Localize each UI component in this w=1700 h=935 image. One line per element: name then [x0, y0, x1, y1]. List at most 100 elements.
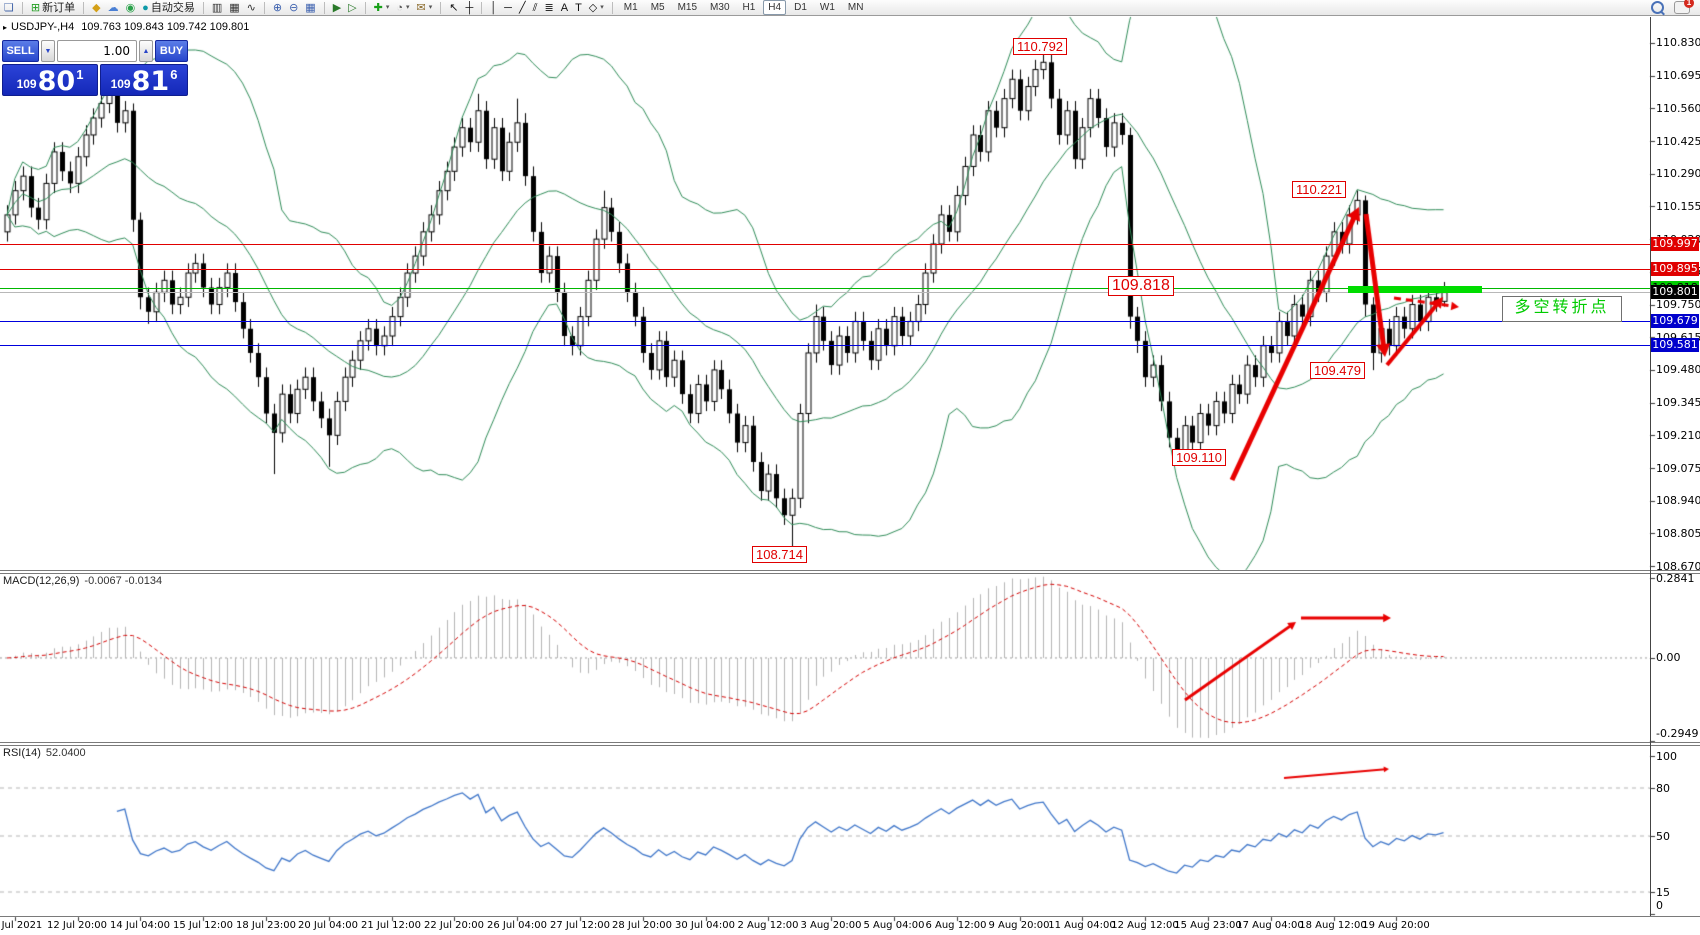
vertical-line-tool-icon: │ [490, 1, 498, 14]
turning-point-level-bar[interactable] [1348, 286, 1482, 293]
market-watch-icon: ☁ [107, 1, 119, 14]
new-order-button[interactable]: ⊞ 新订单 [29, 1, 77, 15]
timeframe-mn[interactable]: MN [847, 2, 864, 13]
horizontal-level-line-109.895[interactable] [0, 269, 1650, 270]
window-icon[interactable]: ❏ [2, 1, 16, 15]
shapes-tool-icon[interactable]: ◇ ▾ [587, 1, 606, 15]
timeframe-m1[interactable]: M1 [623, 2, 638, 13]
timeframe-w1[interactable]: W1 [819, 2, 835, 13]
auto-scroll-icon[interactable]: ▶ [331, 1, 343, 15]
notification-badge: 1 [1684, 0, 1694, 8]
price-callout-108.714[interactable]: 108.714 [752, 546, 807, 563]
shapes-tool-icon-dropdown[interactable]: ▾ [600, 3, 604, 11]
timeframe-m15[interactable]: M15 [677, 2, 698, 13]
cursor-icon[interactable]: ↖ [447, 1, 460, 15]
label-tool-icon[interactable]: T [573, 1, 584, 15]
timeframe-m30[interactable]: M30 [710, 2, 730, 13]
text-tool-icon[interactable]: A [559, 1, 570, 15]
tile-windows-icon[interactable]: ▦ [303, 1, 317, 15]
time-axis-label: 5 Aug 04:00 [863, 920, 925, 931]
candle-chart-icon[interactable]: ▦ [227, 1, 241, 15]
auto-scroll-icon: ▶ [332, 1, 342, 14]
time-axis-label: 12 Aug 12:00 [1111, 920, 1179, 931]
macd-panel-separator[interactable] [0, 570, 1700, 574]
profiles-icon[interactable]: ◆ [90, 1, 102, 15]
timeframe-m5[interactable]: M5 [650, 2, 665, 13]
volume-decrease-button[interactable]: ▼ [41, 40, 55, 62]
rsi-panel-separator[interactable] [0, 742, 1700, 746]
periods-icon-dropdown[interactable]: ▾ [406, 3, 410, 11]
crosshair-icon[interactable]: ┼ [464, 1, 476, 15]
price-axis-tick: 110.425 [1656, 135, 1700, 148]
templates-icon-dropdown[interactable]: ▾ [428, 3, 433, 11]
price-callout-109.479[interactable]: 109.479 [1310, 362, 1365, 379]
price-tag-109.997: 109.997 [1651, 237, 1699, 251]
price-axis-border [1650, 17, 1651, 916]
time-axis-label: 2 Aug 12:00 [737, 920, 799, 931]
time-axis-label: 6 Aug 12:00 [925, 920, 987, 931]
time-axis-label: 12 Jul 2021 [0, 920, 43, 931]
search-icon[interactable] [1651, 1, 1664, 14]
trendline-tool-icon[interactable]: ╱ [517, 1, 528, 15]
main-toolbar: ❏ ⊞ 新订单 ◆ ☁ ◉ ● 自动交易 ▥ ▦ ∿ ⊕ ⊖ ▦ ▶ ▷ ✚ ▾ ◔ ▾ ✉ ▾ ↖ ┼ │ ─ ╱ ⫽ ≣ A T ◇ ▾ M1… [0, 0, 1700, 16]
horizontal-level-line-109.997[interactable] [0, 244, 1650, 245]
price-tag-109.679: 109.679 [1651, 314, 1699, 328]
price-axis-tick: 109.480 [1656, 363, 1700, 376]
turning-point-annotation[interactable]: 多空转折点 [1502, 296, 1622, 322]
timeframe-h4[interactable]: H4 [763, 0, 787, 15]
price-callout-109.818[interactable]: 109.818 [1108, 276, 1174, 296]
chart-symbol-period: USDJPY-,H4 [11, 21, 75, 33]
indicators-icon: ✚ [373, 1, 383, 14]
indicators-icon[interactable]: ✚ ▾ [372, 1, 392, 15]
sell-button[interactable]: SELL [2, 40, 39, 62]
price-axis-tick: 109.345 [1656, 396, 1700, 409]
indicators-icon-dropdown[interactable]: ▾ [385, 3, 390, 11]
horizontal-level-line-109.581[interactable] [0, 345, 1650, 346]
periods-icon[interactable]: ◔ ▾ [394, 1, 411, 15]
timeframe-d1[interactable]: D1 [794, 2, 807, 13]
price-axis-tick: 110.560 [1656, 102, 1700, 115]
time-axis-label: 28 Jul 20:00 [612, 920, 672, 931]
cursor-icon: ↖ [449, 1, 459, 14]
bar-chart-icon[interactable]: ▥ [210, 1, 224, 15]
fibonacci-tool-icon[interactable]: ≣ [543, 1, 556, 15]
channel-tool-icon[interactable]: ⫽ [531, 1, 540, 15]
volume-input[interactable] [57, 40, 137, 62]
chart-shift-icon[interactable]: ▷ [346, 1, 358, 15]
line-chart-icon[interactable]: ∿ [245, 1, 258, 15]
horizontal-line-tool-icon[interactable]: ─ [502, 1, 514, 15]
signals-icon: ◉ [125, 1, 136, 14]
signals-icon[interactable]: ◉ [124, 1, 138, 15]
price-callout-110.792[interactable]: 110.792 [1013, 38, 1068, 55]
buy-price-point: 6 [170, 67, 178, 82]
zoom-in-icon: ⊕ [272, 1, 283, 14]
price-callout-110.221[interactable]: 110.221 [1292, 181, 1347, 198]
chart-expand-icon[interactable]: ▸ [3, 23, 8, 32]
rsi-axis-tick: 50 [1656, 830, 1670, 843]
autotrade-button[interactable]: ● 自动交易 [140, 1, 197, 15]
vertical-line-tool-icon[interactable]: │ [488, 1, 499, 15]
market-watch-icon[interactable]: ☁ [106, 1, 121, 15]
macd-axis-tick: -0.2949 [1656, 727, 1699, 740]
volume-increase-button[interactable]: ▲ [139, 40, 153, 62]
templates-icon[interactable]: ✉ ▾ [415, 1, 435, 15]
buy-price-display[interactable]: 109 81 6 [100, 64, 188, 96]
price-tag-109.895: 109.895 [1651, 262, 1699, 276]
buy-button[interactable]: BUY [155, 40, 188, 62]
timeframe-h1[interactable]: H1 [742, 2, 756, 13]
horizontal-level-line-109.679[interactable] [0, 321, 1650, 322]
notifications-icon[interactable]: 1 [1674, 0, 1694, 14]
price-tag-109.581: 109.581 [1651, 338, 1699, 352]
time-axis-label: 15 Aug 23:00 [1174, 920, 1242, 931]
price-callout-109.110[interactable]: 109.110 [1172, 449, 1227, 466]
chart-shift-icon: ▷ [348, 1, 357, 14]
zoom-out-icon[interactable]: ⊖ [287, 1, 300, 15]
bar-chart-icon: ▥ [211, 1, 223, 14]
rsi-axis-tick: 80 [1656, 782, 1670, 795]
macd-indicator-label: MACD(12,26,9) -0.0067 -0.0134 [3, 575, 163, 587]
sell-price-display[interactable]: 109 80 1 [2, 64, 98, 96]
zoom-in-icon[interactable]: ⊕ [271, 1, 284, 15]
label-tool-icon: T [575, 1, 582, 14]
